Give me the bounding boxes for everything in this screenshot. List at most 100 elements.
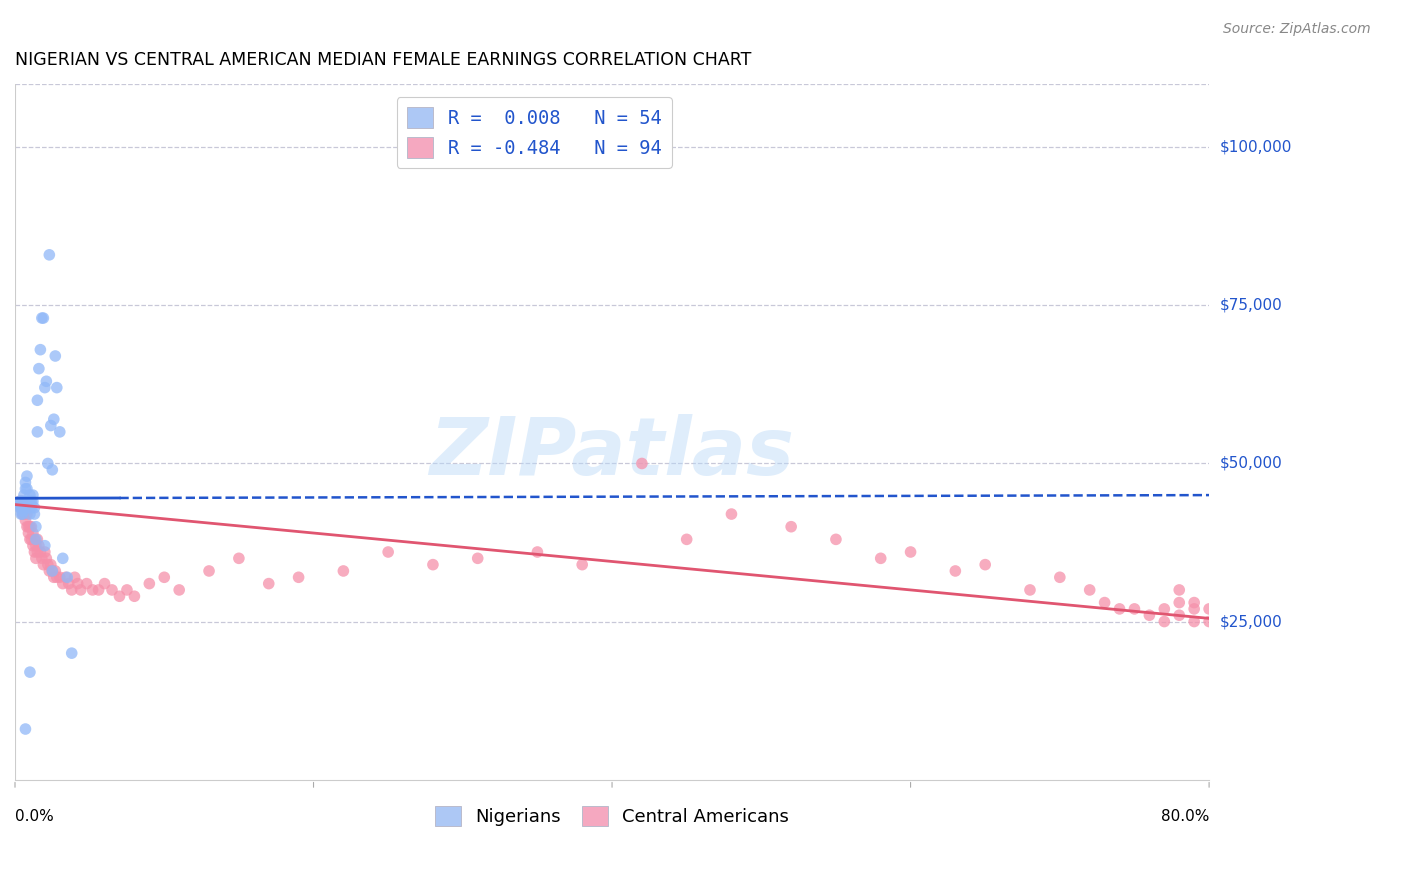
Point [10,494,32,508]
Point [11,507,34,521]
Point [60,582,83,597]
Point [974,558,997,572]
Point [115,582,138,597]
Point [45,381,67,395]
Point [32,558,55,572]
Point [22,500,45,515]
Point [32,311,55,326]
Point [55,570,77,584]
Point [1198,602,1220,616]
Point [1153,602,1175,616]
Point [42,570,65,584]
Point [63,570,86,584]
Point [69,582,91,597]
Point [1198,615,1220,629]
Point [287,570,309,584]
Point [467,551,489,566]
Point [1137,608,1160,623]
Point [18,488,41,502]
Point [93,576,115,591]
Point [257,576,280,591]
Point [631,457,654,471]
Point [17,526,39,541]
Point [76,576,98,591]
Point [8,500,31,515]
Point [8,494,31,508]
Point [18,494,41,508]
Point [13,494,35,508]
Point [18,519,41,533]
Point [422,558,444,572]
Text: $75,000: $75,000 [1220,298,1282,313]
Point [49,570,72,584]
Point [869,551,891,566]
Point [34,381,56,395]
Point [1182,615,1205,629]
Point [108,589,131,603]
Point [41,564,63,578]
Point [38,248,60,262]
Point [900,545,922,559]
Point [27,393,49,408]
Point [10,507,32,521]
Point [21,526,44,541]
Point [228,551,250,566]
Point [14,475,37,490]
Point [41,564,63,578]
Point [1168,608,1191,623]
Point [675,533,697,547]
Point [17,494,39,508]
Point [11,498,34,512]
Point [22,545,45,559]
Point [1049,570,1071,584]
Point [27,545,49,559]
Point [58,576,80,591]
Point [44,564,66,578]
Point [18,500,41,515]
Point [60,646,83,660]
Point [14,500,37,515]
Point [101,582,124,597]
Point [11,500,34,515]
Point [28,539,51,553]
Point [42,412,65,426]
Point [14,513,37,527]
Point [11,494,34,508]
Point [45,570,67,584]
Text: $50,000: $50,000 [1220,456,1282,471]
Text: NIGERIAN VS CENTRAL AMERICAN MEDIAN FEMALE EARNINGS CORRELATION CHART: NIGERIAN VS CENTRAL AMERICAN MEDIAN FEMA… [15,51,751,69]
Point [1182,602,1205,616]
Point [20,519,42,533]
Point [35,551,58,566]
Point [34,545,56,559]
Point [30,343,52,357]
Point [21,539,44,553]
Point [18,507,41,521]
Point [20,533,42,547]
Legend: Nigerians, Central Americans: Nigerians, Central Americans [427,799,796,833]
Text: 80.0%: 80.0% [1161,809,1209,824]
Point [153,570,176,584]
Point [1019,582,1042,597]
Point [15,469,38,483]
Point [21,488,44,502]
Point [571,558,593,572]
Point [27,533,49,547]
Point [780,519,803,533]
Point [35,374,58,388]
Point [8,494,31,508]
Point [37,558,59,572]
Point [25,539,48,553]
Point [1123,602,1146,616]
Point [18,665,41,680]
Point [30,545,52,559]
Point [11,504,34,518]
Point [11,494,34,508]
Point [10,494,32,508]
Point [20,500,42,515]
Point [10,500,32,515]
Point [526,545,548,559]
Point [52,576,75,591]
Point [38,564,60,578]
Point [44,349,66,363]
